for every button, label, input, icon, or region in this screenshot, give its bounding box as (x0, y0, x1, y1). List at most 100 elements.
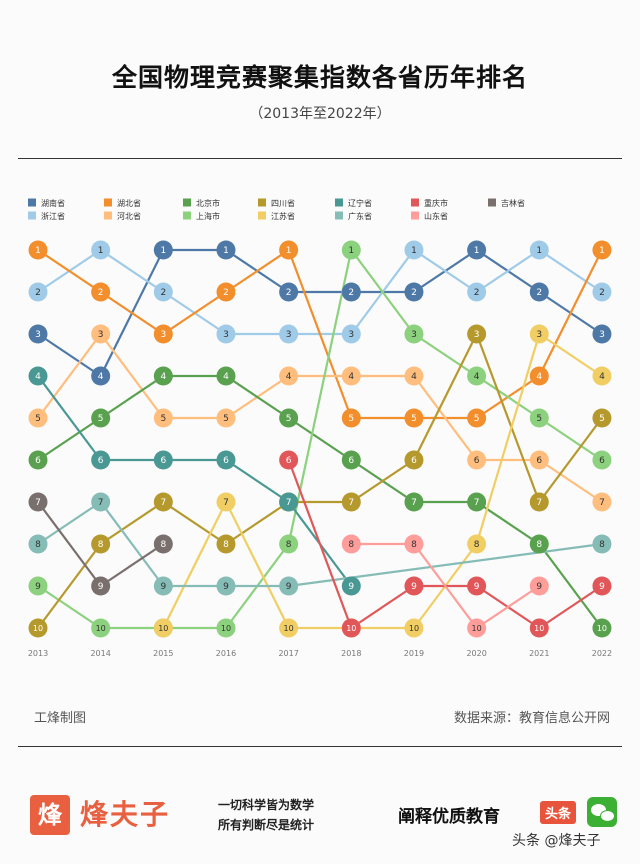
point-10-2017 (279, 450, 299, 470)
point-label-2-2019: 5 (411, 414, 417, 424)
point-5-2013 (28, 576, 48, 596)
point-label-3-2018: 4 (348, 372, 354, 382)
point-label-0-2022: 3 (599, 330, 605, 340)
brand-logo: 烽 (30, 795, 70, 835)
point-2-2018 (341, 408, 361, 428)
series-line-4-4 (288, 417, 352, 461)
series-line-5-0 (37, 585, 102, 629)
legend-label-10: 重庆市 (424, 198, 448, 208)
point-3-2015 (153, 408, 173, 428)
point-0-2016 (216, 240, 236, 260)
point-label-0-2017: 2 (286, 288, 292, 298)
x-tick-2019: 2019 (404, 649, 424, 658)
point-9-2022 (592, 534, 612, 554)
point-label-11-2020: 10 (472, 624, 482, 633)
point-1-2013 (28, 282, 48, 302)
series-line-1-6 (413, 249, 478, 293)
legend-label-6: 四川省 (271, 198, 295, 208)
point-3-2014 (91, 324, 111, 344)
legend-label-4: 北京市 (196, 198, 220, 208)
point-8-2013 (28, 366, 48, 386)
point-4-2017 (279, 408, 299, 428)
point-6-2013 (28, 618, 48, 638)
series-line-2-1 (100, 291, 164, 335)
point-label-3-2022: 7 (599, 498, 605, 508)
series-line-3-0 (37, 333, 102, 419)
point-4-2015 (153, 366, 173, 386)
series-line-4-8 (538, 543, 603, 629)
series-line-12-0 (37, 501, 102, 587)
legend-label-5: 上海市 (196, 211, 220, 221)
point-label-9-2014: 7 (98, 498, 104, 508)
legend-label-3: 河北省 (117, 211, 141, 221)
point-label-4-2016: 4 (223, 372, 229, 382)
point-label-7-2015: 10 (158, 624, 168, 633)
point-label-7-2022: 4 (599, 372, 605, 382)
point-label-0-2019: 2 (411, 288, 417, 298)
point-1-2020 (467, 282, 487, 302)
series-line-2-3 (225, 249, 290, 293)
point-label-0-2021: 2 (536, 288, 542, 298)
point-2-2014 (91, 282, 111, 302)
point-label-6-2022: 5 (599, 414, 605, 424)
point-12-2015 (153, 534, 173, 554)
point-label-6-2021: 7 (536, 498, 542, 508)
point-label-2-2015: 3 (160, 330, 166, 340)
point-2-2015 (153, 324, 173, 344)
point-label-3-2014: 3 (98, 330, 104, 340)
point-label-1-2021: 1 (536, 246, 542, 256)
point-6-2016 (216, 534, 236, 554)
point-6-2019 (404, 450, 424, 470)
series-line-0-0 (37, 333, 102, 377)
point-label-3-2017: 4 (286, 372, 292, 382)
bottom-divider (18, 746, 622, 747)
slogan-line-2: 所有判断尽是统计 (218, 818, 315, 832)
point-9-2017 (279, 576, 299, 596)
point-10-2022 (592, 576, 612, 596)
point-5-2014 (91, 618, 111, 638)
legend-swatch-6 (258, 198, 266, 207)
point-1-2021 (529, 240, 549, 260)
point-5-2018 (341, 240, 361, 260)
series-line-6-8 (538, 417, 603, 503)
point-label-5-2019: 3 (411, 330, 417, 340)
legend-swatch-9 (335, 211, 343, 220)
point-label-5-2022: 6 (599, 456, 605, 466)
point-label-5-2013: 9 (35, 582, 41, 592)
point-4-2013 (28, 450, 48, 470)
point-7-2019 (404, 618, 424, 638)
legend-label-9: 广东省 (348, 211, 372, 221)
point-label-11-2021: 9 (536, 582, 542, 592)
x-tick-2020: 2020 (466, 649, 486, 658)
point-6-2020 (467, 324, 487, 344)
series-line-8-0 (37, 375, 102, 461)
point-label-7-2020: 8 (474, 540, 480, 550)
point-10-2021 (529, 618, 549, 638)
point-1-2014 (91, 240, 111, 260)
point-label-10-2019: 9 (411, 582, 417, 592)
series-line-6-3 (225, 501, 290, 545)
point-2-2019 (404, 408, 424, 428)
series-line-2-2 (162, 291, 227, 335)
point-4-2022 (592, 618, 612, 638)
series-line-2-8 (538, 249, 603, 377)
point-7-2016 (216, 492, 236, 512)
point-label-8-2016: 6 (223, 456, 229, 466)
legend-swatch-7 (258, 211, 266, 220)
point-label-6-2018: 7 (348, 498, 354, 508)
point-label-0-2018: 2 (348, 288, 354, 298)
point-7-2015 (153, 618, 173, 638)
watermark: 头条 @烽夫子 (512, 833, 601, 849)
legend-label-2: 湖北省 (117, 198, 141, 208)
point-label-3-2021: 6 (536, 456, 542, 466)
series-line-4-7 (476, 501, 540, 545)
series-line-10-0 (287, 459, 353, 629)
point-2-2016 (216, 282, 236, 302)
point-label-0-2020: 1 (474, 246, 480, 256)
point-8-2017 (279, 492, 299, 512)
x-tick-2016: 2016 (216, 649, 236, 658)
series-lines (37, 248, 603, 630)
point-label-6-2016: 8 (223, 540, 229, 550)
point-label-1-2017: 3 (286, 330, 292, 340)
